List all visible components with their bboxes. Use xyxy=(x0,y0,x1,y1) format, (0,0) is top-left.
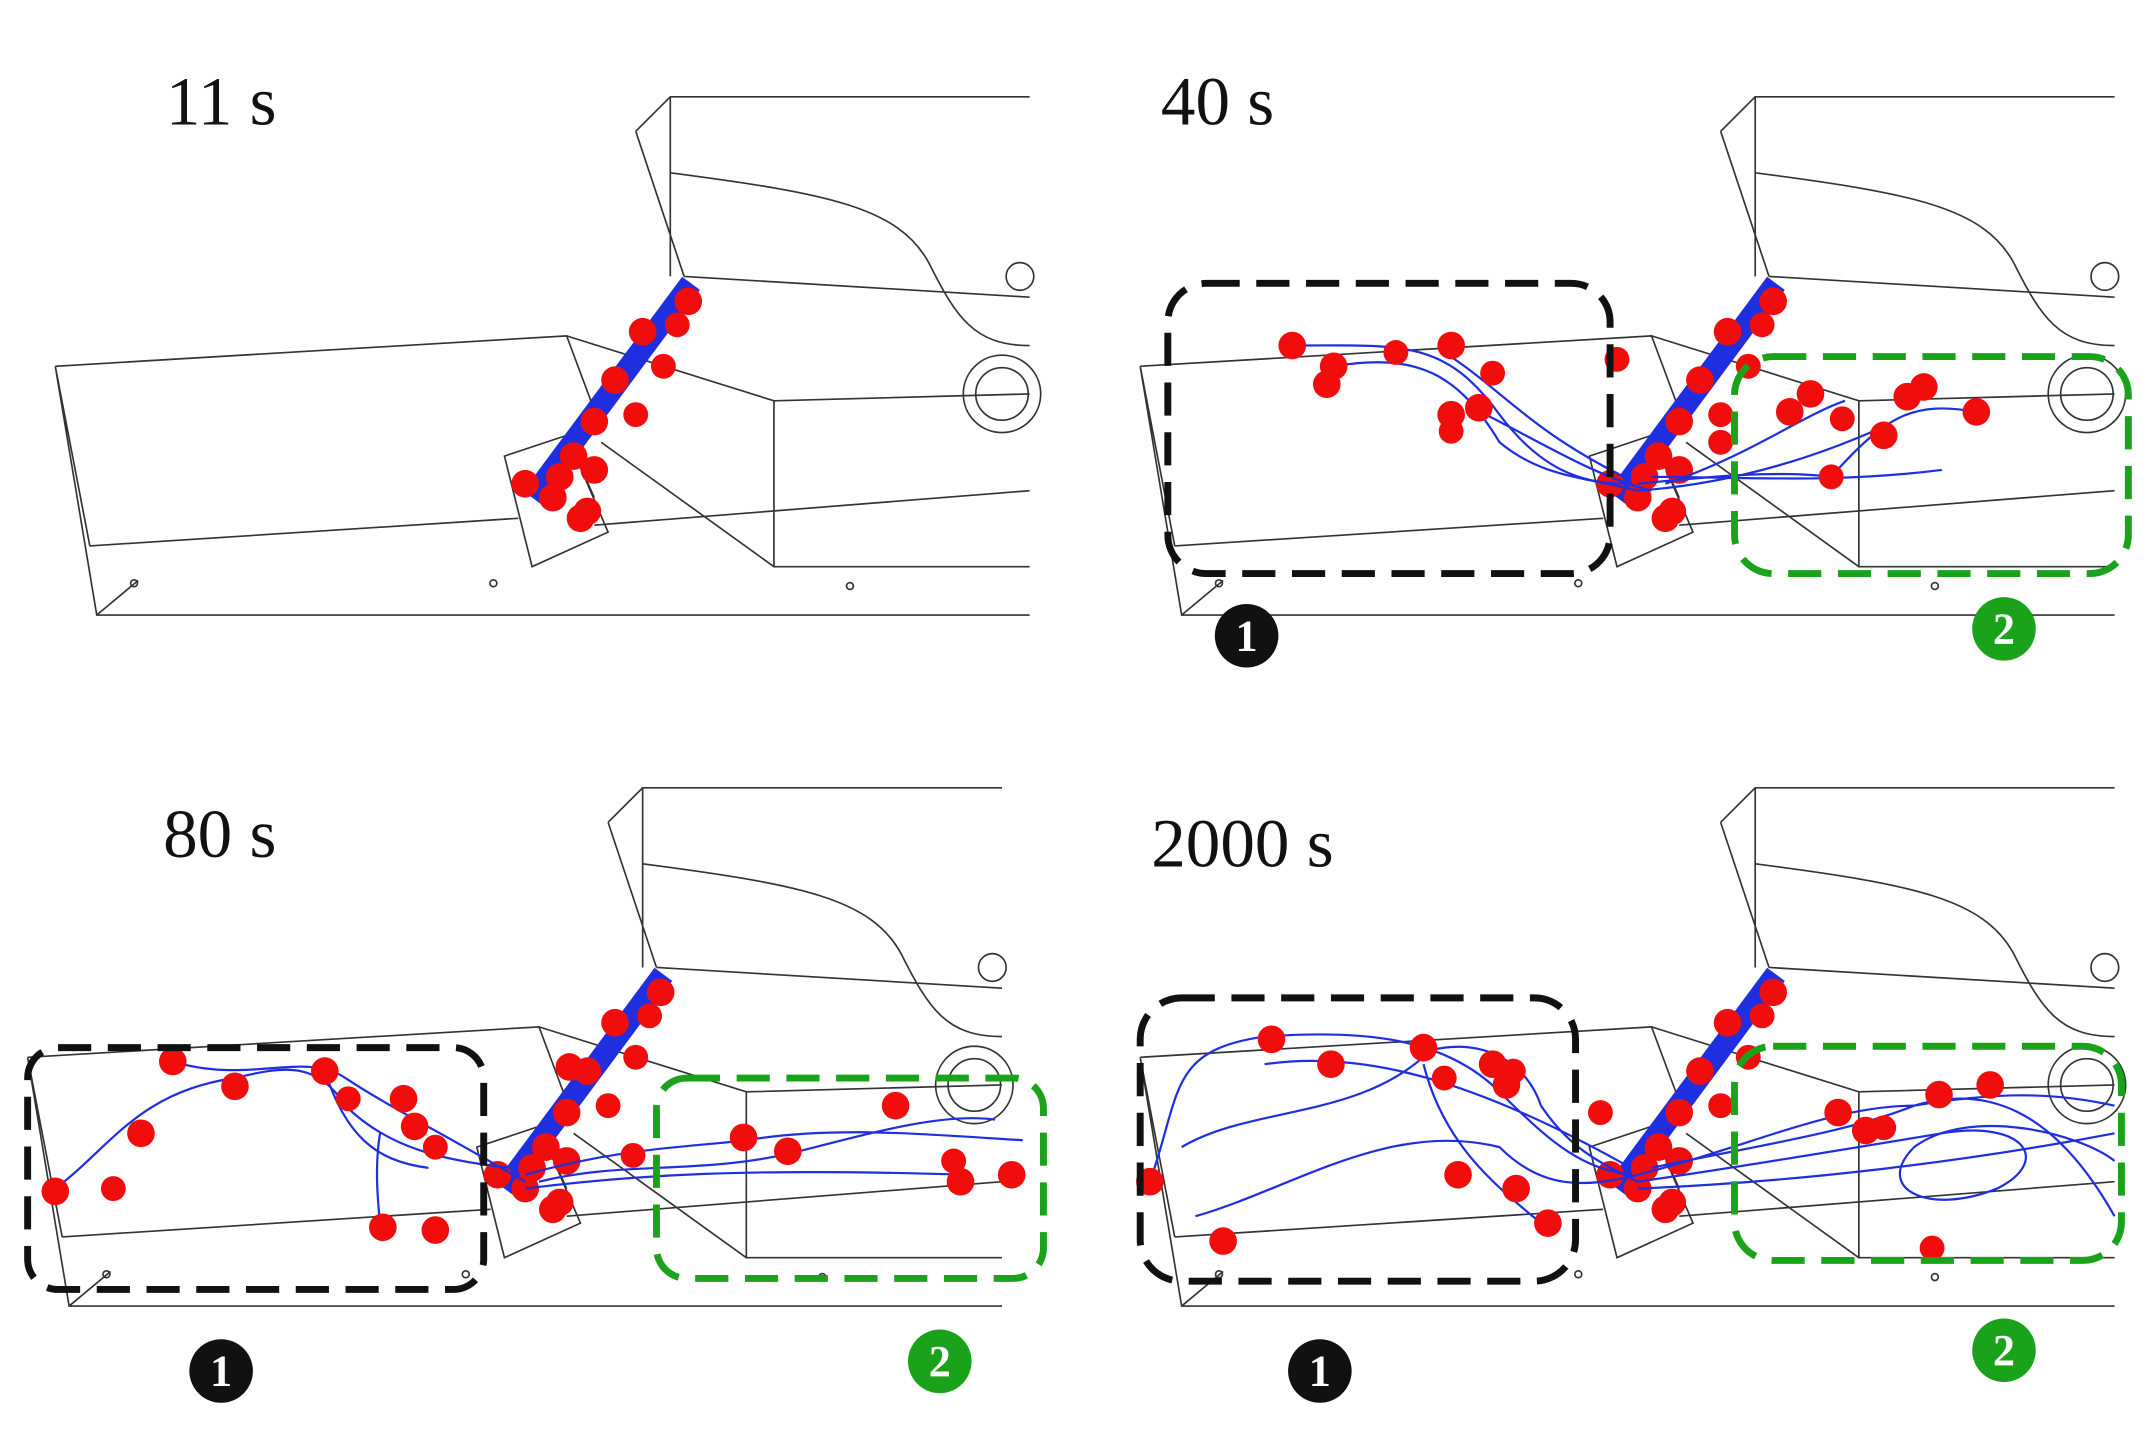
time-label: 80 s xyxy=(163,795,276,872)
region-marker: 2 xyxy=(1993,604,2015,653)
time-label: 40 s xyxy=(1161,62,1274,139)
panel: 1 2 80 s xyxy=(24,786,1047,1403)
panel: 1 2 40 s xyxy=(1139,62,2132,668)
time-label: 11 s xyxy=(166,62,277,139)
panel: 11 s xyxy=(54,62,1042,616)
time-label: 2000 s xyxy=(1151,805,1333,882)
region-marker: 2 xyxy=(1993,1326,2015,1375)
region-marker: 1 xyxy=(210,1347,232,1396)
region-marker: 2 xyxy=(929,1337,951,1386)
panel: 1 2 2000 s xyxy=(1136,786,2127,1403)
region-marker: 1 xyxy=(1309,1347,1331,1396)
region-marker: 1 xyxy=(1236,611,1258,660)
